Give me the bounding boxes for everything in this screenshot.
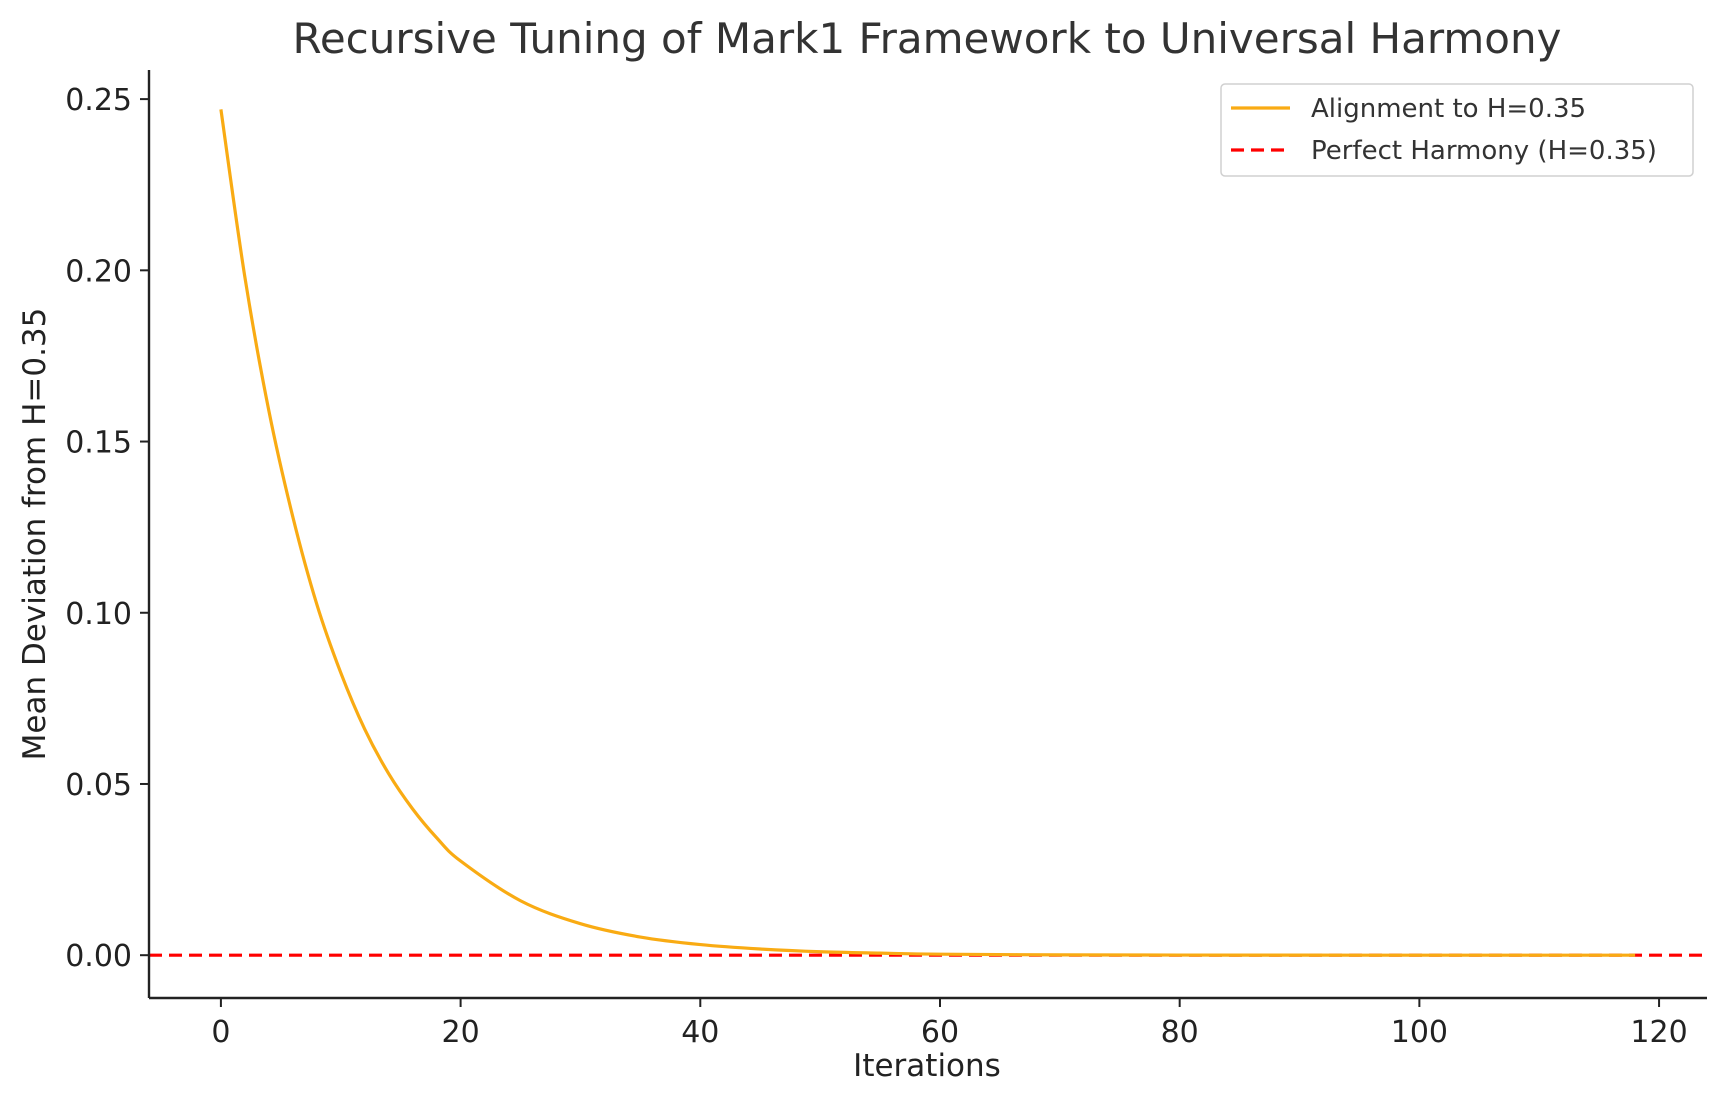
y-tick-label: 0.20 <box>65 254 132 289</box>
y-axis-label: Mean Deviation from H=0.35 <box>17 308 53 761</box>
series-line-alignment <box>219 109 1636 957</box>
x-tick-label: 80 <box>1161 1015 1199 1050</box>
plot-area <box>149 109 1707 957</box>
legend-label-alignment: Alignment to H=0.35 <box>1311 94 1586 124</box>
x-axis-ticks: 0 20 40 60 80 100 120 <box>211 998 1688 1050</box>
legend-frame <box>1220 83 1694 177</box>
y-tick-label: 0.25 <box>65 83 132 118</box>
y-tick-label: 0.00 <box>65 939 132 974</box>
series-layer <box>219 109 1636 957</box>
x-tick-label: 100 <box>1391 1015 1448 1050</box>
x-tick-label: 60 <box>921 1015 959 1050</box>
legend: Alignment to H=0.35 Perfect Harmony (H=0… <box>1220 83 1694 177</box>
x-tick-label: 20 <box>442 1015 480 1050</box>
chart-title: Recursive Tuning of Mark1 Framework to U… <box>293 14 1562 63</box>
x-tick-label: 40 <box>681 1015 719 1050</box>
x-tick-label: 0 <box>211 1015 230 1050</box>
y-axis-ticks: 0.00 0.05 0.10 0.15 0.20 0.25 <box>65 83 149 974</box>
y-tick-label: 0.15 <box>65 426 132 461</box>
legend-label-perfect-harmony: Perfect Harmony (H=0.35) <box>1311 136 1657 166</box>
y-tick-label: 0.10 <box>65 597 132 632</box>
x-axis-label: Iterations <box>853 1048 1001 1084</box>
x-tick-label: 120 <box>1630 1015 1687 1050</box>
y-tick-label: 0.05 <box>65 768 132 803</box>
